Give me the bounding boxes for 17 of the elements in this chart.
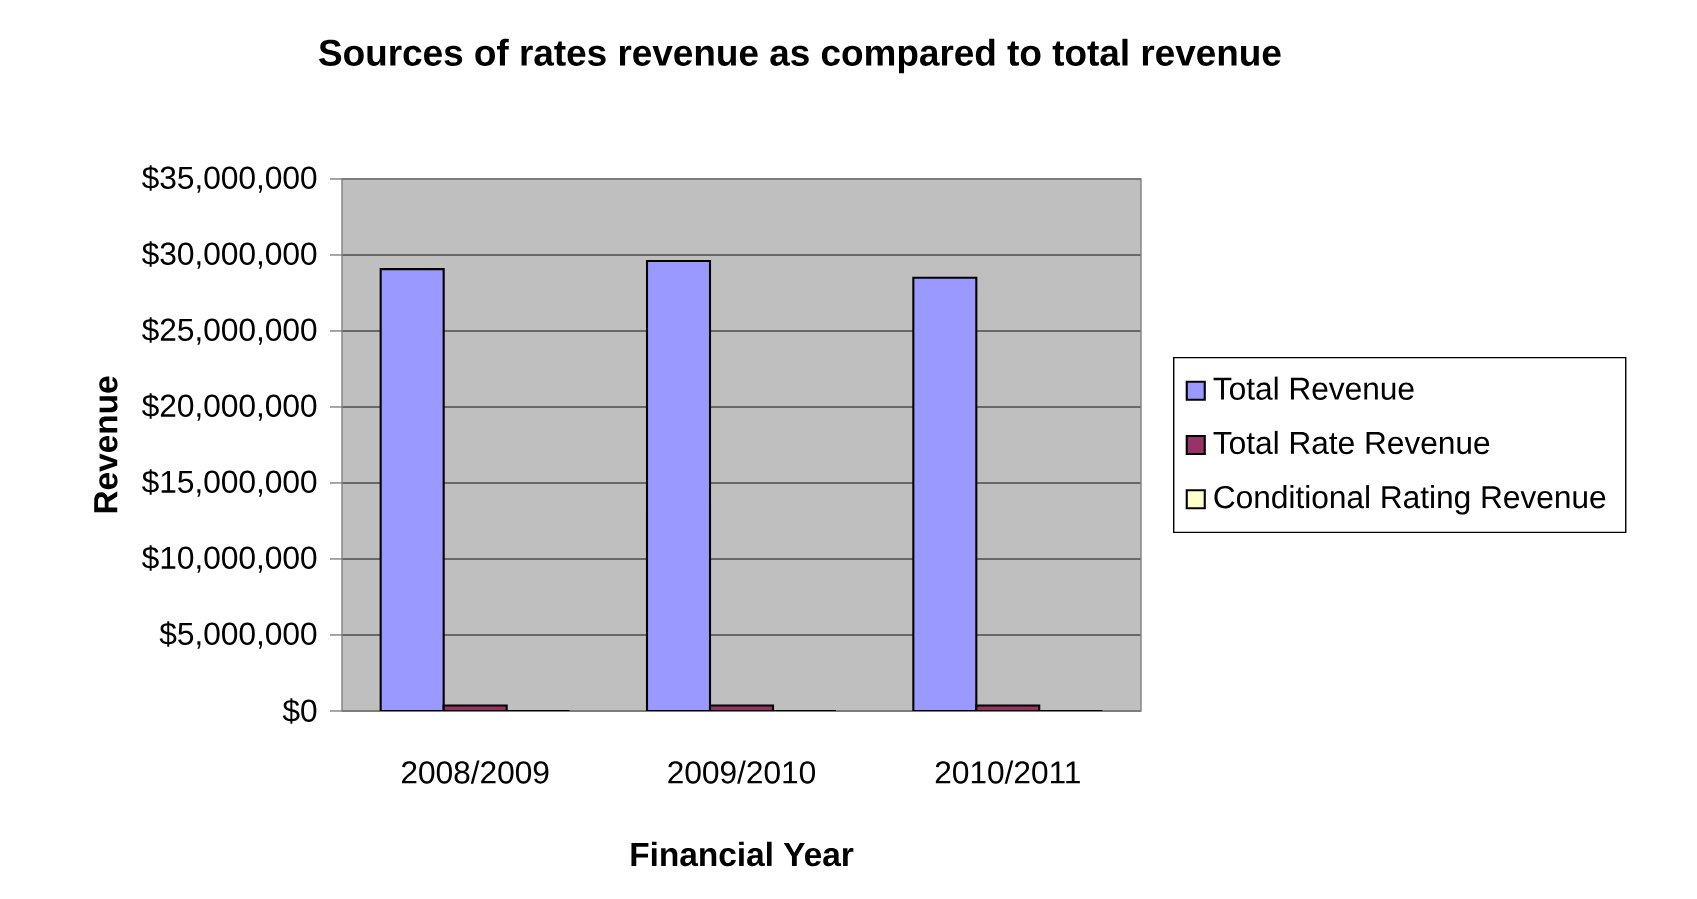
legend-label: Conditional Rating Revenue: [1214, 485, 1606, 515]
y-tick-label: $5,000,000: [159, 621, 317, 649]
x-tick-label: 2008/2009: [402, 760, 549, 784]
y-tick-label: $30,000,000: [142, 241, 317, 269]
y-tick-label: $20,000,000: [142, 393, 317, 421]
y-tick-label: $15,000,000: [142, 469, 317, 497]
x-tick-label: 2010/2011: [935, 760, 1080, 784]
y-tick-label: $35,000,000: [142, 165, 317, 193]
y-tick-label: $25,000,000: [142, 317, 317, 345]
y-axis-title: Revenue: [94, 376, 118, 513]
legend-label: Total Rate Revenue: [1213, 430, 1490, 455]
x-axis-title: Financial Year: [631, 841, 854, 867]
y-tick-label: $10,000,000: [142, 545, 317, 573]
chart-title: Sources of rates revenue as compared to total revenue: [319, 38, 1281, 74]
x-tick-label: 2009/2010: [668, 760, 816, 784]
y-tick-label: $0: [282, 698, 317, 724]
legend-label: Total Revenue: [1213, 376, 1414, 400]
